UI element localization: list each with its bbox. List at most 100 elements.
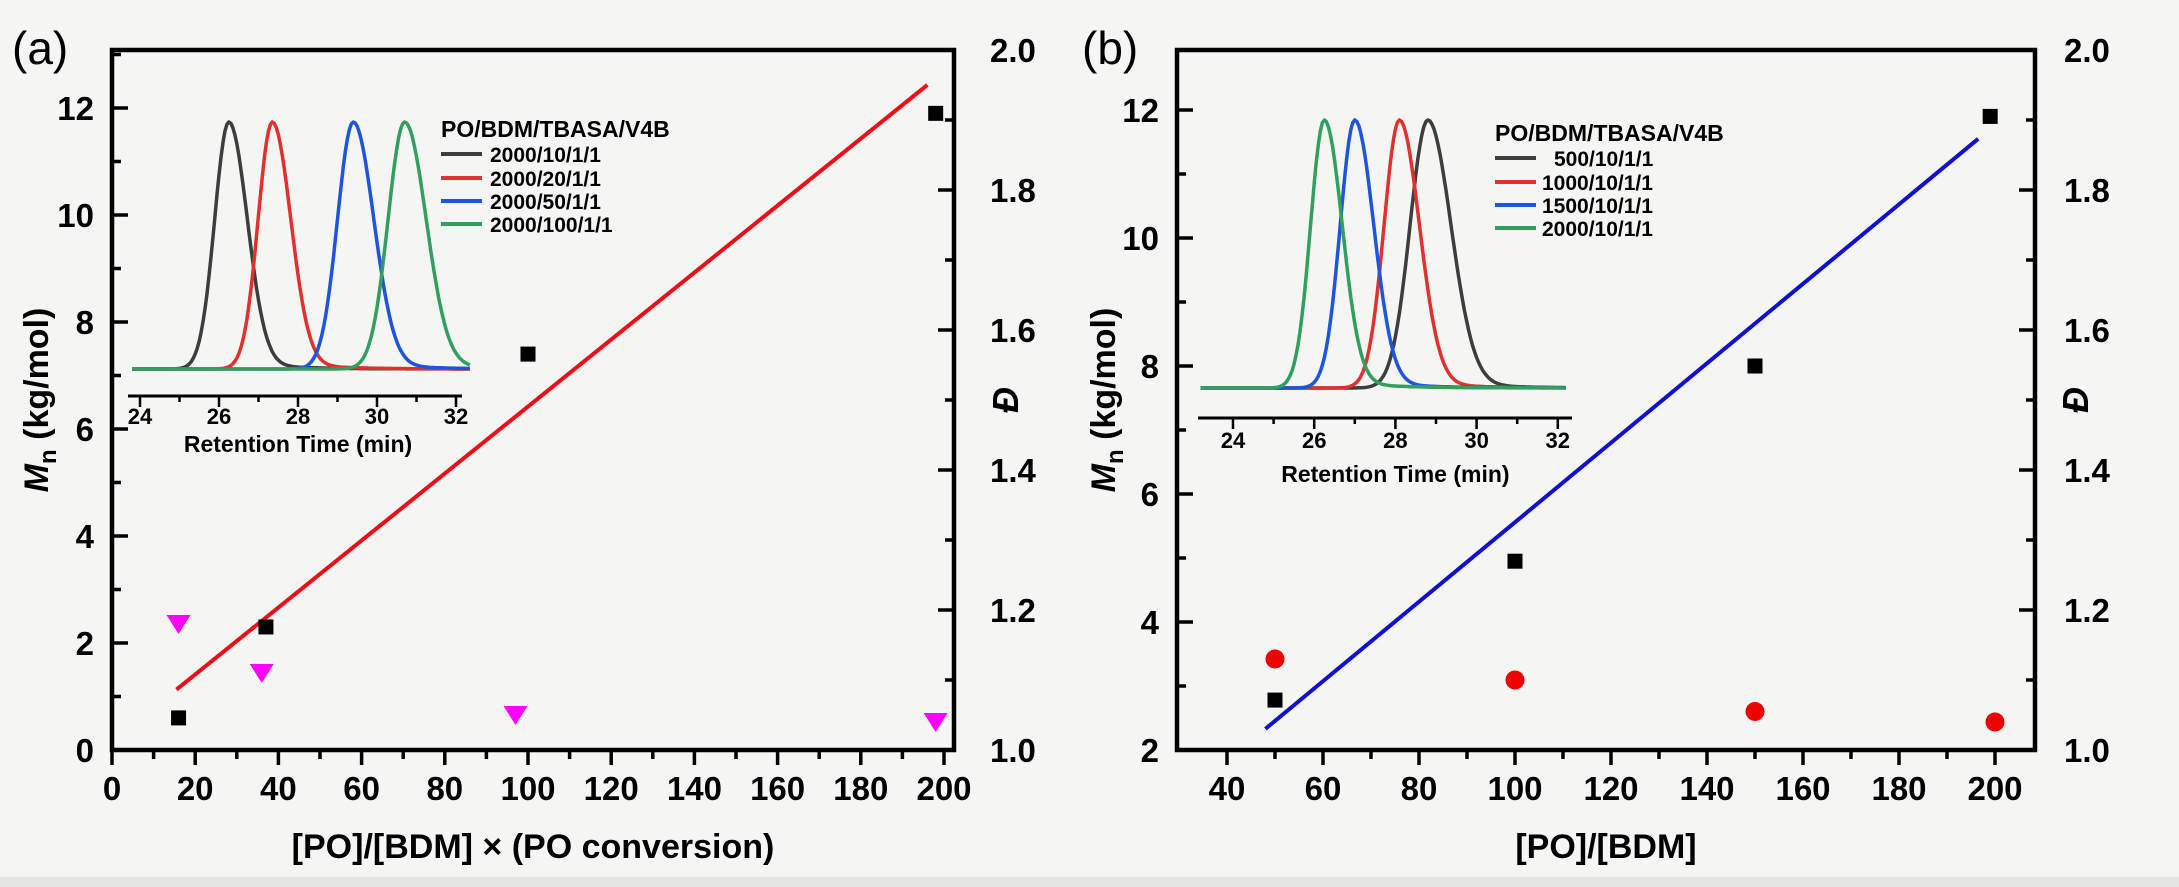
- inset-legend: PO/BDM/TBASA/V4B2000/10/1/12000/20/1/120…: [441, 116, 670, 237]
- series-circle: [1265, 649, 2005, 732]
- y-right-tick-label: 1.8: [2064, 172, 2110, 209]
- y-right-axis-title: Đ: [2055, 387, 2096, 413]
- y-left-tick-label: 10: [1122, 220, 1159, 257]
- x-tick-label: 80: [426, 770, 463, 807]
- x-tick-label: 200: [916, 770, 971, 807]
- panel-b: (b)40 60 80 100 120 140 160 180 200246810121.01.…: [1082, 22, 2111, 866]
- y-right-tick-label: 2.0: [2064, 32, 2110, 69]
- y-left-tick-label: 8: [76, 304, 94, 341]
- x-tick-label: 60: [343, 770, 380, 807]
- y-left-axis-title: Mn (kg/mol): [18, 308, 62, 493]
- y-left-tick-label: 8: [1141, 348, 1159, 385]
- mn-data-point: [1267, 692, 1283, 708]
- legend-entry: 2000/10/1/1: [441, 144, 601, 167]
- gpc-inset: 24 26 28 30 32 Retention Time (min) PO/BDM/TBA…: [1198, 118, 1724, 487]
- x-tick-label: 180: [1871, 770, 1926, 807]
- series-triangle-down: [166, 615, 948, 732]
- y-left-tick-label: 12: [1122, 92, 1159, 129]
- legend-title: PO/BDM/TBASA/V4B: [1495, 120, 1724, 146]
- inset-x-tick-label: 24: [1221, 428, 1246, 453]
- dispersity-data-point: [1985, 712, 2005, 732]
- y-left-tick-label: 2: [76, 625, 94, 662]
- x-tick-label: 40: [260, 770, 297, 807]
- gpc-inset: 24 26 28 30 32 Retention Time (min) PO/BDM/TBA…: [128, 116, 670, 457]
- fit-line: [1264, 137, 1980, 731]
- legend-label: 2000/100/1/1: [490, 214, 613, 237]
- mn-data-point: [520, 346, 536, 362]
- legend-entry: 2000/50/1/1: [441, 191, 601, 214]
- inset-x-tick-label: 32: [1546, 428, 1570, 453]
- dispersity-data-point: [166, 615, 191, 634]
- x-tick-label: 80: [1401, 770, 1438, 807]
- inset-x-tick-label: 26: [207, 404, 231, 429]
- mn-data-point: [1747, 358, 1763, 374]
- x-axis-title: [PO]/[BDM]: [1515, 828, 1696, 866]
- inset-x-axis-title: Retention Time (min): [1281, 461, 1509, 487]
- panel-label: (a): [12, 22, 68, 74]
- y-left-tick-label: 0: [76, 732, 94, 769]
- x-tick-label: 100: [500, 770, 555, 807]
- y-left-tick-label: 12: [57, 90, 94, 127]
- dispersity-data-point: [1265, 649, 1285, 669]
- x-tick-label: 140: [667, 770, 722, 807]
- y-left-tick-label: 2: [1141, 732, 1159, 769]
- x-tick-label: 20: [177, 770, 214, 807]
- legend-entry: 1000/10/1/1: [1495, 172, 1653, 195]
- dispersity-data-point: [503, 706, 528, 725]
- mn-data-point: [1982, 108, 1998, 124]
- x-tick-label: 120: [584, 770, 639, 807]
- legend-label: 1000/10/1/1: [1542, 172, 1653, 195]
- x-tick-label: 160: [1775, 770, 1830, 807]
- dispersity-data-point: [249, 664, 274, 683]
- y-left-axis-title: Mn (kg/mol): [1085, 308, 1129, 493]
- mn-data-point: [928, 105, 944, 121]
- x-tick-label: 100: [1487, 770, 1542, 807]
- legend-entry: 2000/10/1/1: [1495, 218, 1653, 241]
- legend-entry: 2000/20/1/1: [441, 168, 601, 191]
- legend-label: 2000/10/1/1: [1542, 218, 1653, 241]
- legend-entry: 500/10/1/1: [1495, 148, 1654, 171]
- x-axis-title: [PO]/[BDM] × (PO conversion): [292, 828, 775, 866]
- gpc-curve: [132, 120, 471, 371]
- page-edge-strip: [0, 877, 2179, 887]
- legend-entry: 2000/100/1/1: [441, 214, 613, 237]
- dispersity-data-point: [1745, 702, 1765, 721]
- legend-label: 2000/20/1/1: [490, 168, 601, 191]
- series-square: [171, 105, 944, 726]
- legend-entry: 1500/10/1/1: [1495, 195, 1653, 218]
- y-right-tick-label: 1.4: [990, 452, 1037, 489]
- mn-data-point: [171, 710, 187, 726]
- x-tick-label: 140: [1679, 770, 1734, 807]
- y-left-tick-label: 10: [57, 197, 94, 234]
- inset-x-tick-label: 30: [365, 404, 389, 429]
- y-right-tick-label: 1.2: [2064, 592, 2110, 629]
- dispersity-data-point: [1505, 670, 1525, 690]
- legend-title: PO/BDM/TBASA/V4B: [441, 116, 670, 142]
- legend-label: 2000/50/1/1: [490, 191, 601, 214]
- x-tick-label: 60: [1305, 770, 1342, 807]
- y-right-tick-label: 1.0: [2064, 732, 2110, 769]
- y-left-tick-label: 6: [76, 411, 94, 448]
- gpc-curve: [1200, 118, 1566, 390]
- y-right-tick-label: 1.2: [990, 592, 1036, 629]
- inset-x-tick-label: 28: [1383, 428, 1407, 453]
- x-tick-label: 160: [750, 770, 805, 807]
- inset-x-tick-label: 24: [128, 404, 153, 429]
- x-tick-label: 40: [1209, 770, 1246, 807]
- series-square: [1267, 108, 1998, 708]
- y-right-tick-label: 1.6: [2064, 312, 2110, 349]
- y-left-tick-label: 4: [76, 518, 95, 555]
- inset-x-tick-label: 32: [444, 404, 468, 429]
- y-right-tick-label: 1.8: [990, 172, 1036, 209]
- mn-data-point: [258, 619, 274, 635]
- y-left-tick-label: 4: [1141, 604, 1160, 641]
- panel-a: (a)0 20 40 60 80 100 120 140 160 180 2000246810121…: [12, 22, 1037, 866]
- inset-x-tick-label: 30: [1464, 428, 1488, 453]
- x-tick-label: 120: [1583, 770, 1638, 807]
- fit-line: [175, 83, 929, 692]
- mn-data-point: [1507, 553, 1523, 569]
- dispersity-data-point: [923, 713, 948, 732]
- x-tick-label: 180: [833, 770, 888, 807]
